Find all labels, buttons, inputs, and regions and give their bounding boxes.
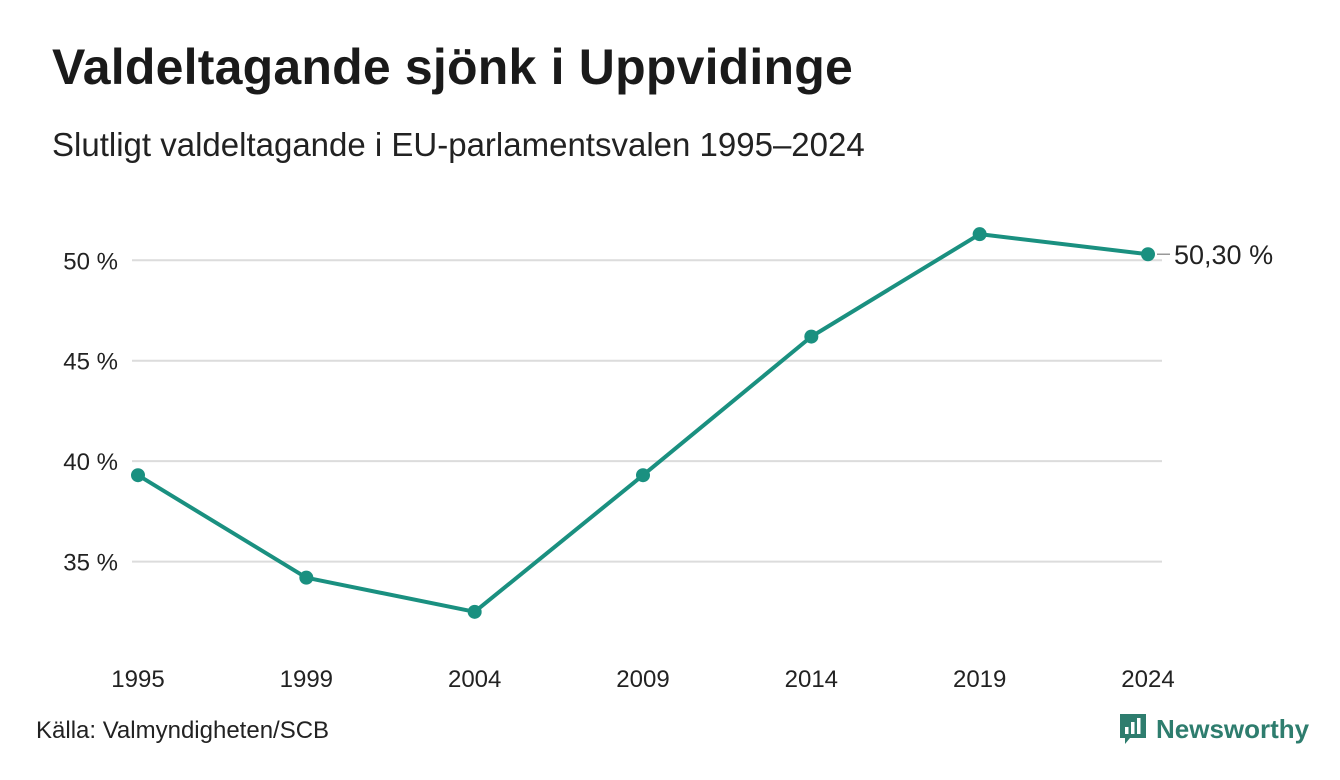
x-tick-label: 2019 xyxy=(953,666,1006,693)
data-point xyxy=(804,329,819,344)
data-point xyxy=(467,604,482,619)
data-point xyxy=(299,570,314,585)
brand-logo: Newsworthy xyxy=(1118,712,1309,746)
y-tick-label: 50 % xyxy=(63,248,118,275)
x-tick-label: 2014 xyxy=(785,666,838,693)
newsworthy-logo-icon xyxy=(1120,714,1146,744)
series-line xyxy=(136,232,1149,614)
x-tick-label: 2024 xyxy=(1121,666,1174,693)
chart-title: Valdeltagande sjönk i Uppvidinge xyxy=(52,39,854,95)
x-tick-label: 1999 xyxy=(280,666,333,693)
x-tick-label: 2009 xyxy=(616,666,669,693)
x-tick-label: 1995 xyxy=(111,666,164,693)
source-note: Källa: Valmyndigheten/SCB xyxy=(36,717,330,744)
chart-subtitle: Slutligt valdeltagande i EU-parlamentsva… xyxy=(52,126,865,163)
y-tick-label: 40 % xyxy=(63,449,118,476)
brand-name: Newsworthy xyxy=(1156,713,1310,744)
y-tick-label: 35 % xyxy=(63,550,118,577)
data-point xyxy=(1141,247,1155,262)
data-point xyxy=(636,468,650,483)
end-value-label: 50,30 % xyxy=(1174,240,1273,270)
x-tick-label: 2004 xyxy=(448,666,501,693)
y-tick-label: 45 % xyxy=(63,349,118,376)
data-point xyxy=(972,227,987,242)
data-point xyxy=(131,468,145,483)
